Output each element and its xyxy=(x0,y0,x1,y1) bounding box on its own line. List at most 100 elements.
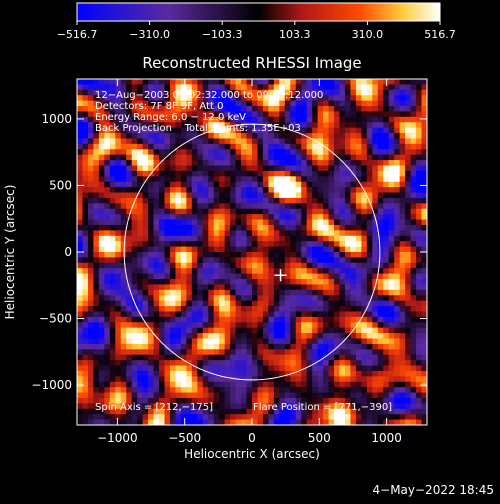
heatmap-cell xyxy=(388,181,395,188)
heatmap-cell xyxy=(306,203,313,210)
heatmap-cell xyxy=(421,246,427,253)
heatmap-cell xyxy=(394,311,401,318)
heatmap-cell xyxy=(186,192,193,199)
heatmap-cell xyxy=(153,214,160,220)
heatmap-cell xyxy=(175,419,182,425)
heatmap-cell xyxy=(202,230,209,237)
heatmap-cell xyxy=(230,381,236,388)
heatmap-cell xyxy=(405,316,411,323)
heatmap-cell xyxy=(120,262,127,269)
heatmap-cell xyxy=(109,306,116,312)
heatmap-cell xyxy=(317,106,324,112)
heatmap-cell xyxy=(115,408,122,415)
heatmap-cell xyxy=(262,392,269,399)
heatmap-cell xyxy=(104,106,111,112)
heatmap-cell xyxy=(355,127,362,134)
heatmap-cell xyxy=(142,170,149,177)
heatmap-cell xyxy=(257,311,264,318)
heatmap-cell xyxy=(388,268,395,275)
heatmap-cell xyxy=(186,176,193,183)
heatmap-cell xyxy=(410,84,417,91)
heatmap-cell xyxy=(213,311,220,318)
heatmap-cell xyxy=(82,170,89,177)
heatmap-cell xyxy=(180,354,187,361)
heatmap-cell xyxy=(372,343,379,350)
heatmap-cell xyxy=(405,241,411,247)
heatmap-cell xyxy=(323,133,329,139)
heatmap-cell xyxy=(399,333,406,339)
heatmap-cell xyxy=(131,192,138,199)
heatmap-cell xyxy=(142,79,149,85)
heatmap-cell xyxy=(344,311,351,318)
heatmap-cell xyxy=(383,414,390,420)
heatmap-cell xyxy=(421,170,427,177)
heatmap-cell xyxy=(317,333,324,339)
heatmap-cell xyxy=(295,214,302,220)
heatmap-cell xyxy=(262,224,269,231)
heatmap-cell xyxy=(235,192,242,199)
heatmap-cell xyxy=(295,122,302,129)
heatmap-cell xyxy=(159,306,165,312)
heatmap-cell xyxy=(312,154,319,161)
heatmap-cell xyxy=(175,241,182,247)
heatmap-cell xyxy=(273,165,280,172)
heatmap-cell xyxy=(334,224,340,231)
heatmap-cell xyxy=(224,403,231,410)
heatmap-cell xyxy=(202,419,209,425)
heatmap-cell xyxy=(405,95,411,102)
heatmap-cell xyxy=(164,387,171,393)
heatmap-cell xyxy=(169,343,176,350)
heatmap-cell xyxy=(405,397,411,404)
heatmap-cell xyxy=(334,354,340,361)
heatmap-cell xyxy=(235,268,242,275)
heatmap-cell xyxy=(208,349,215,356)
heatmap-cell xyxy=(257,197,264,204)
heatmap-cell xyxy=(361,165,368,172)
heatmap-cell xyxy=(323,154,329,161)
heatmap-cell xyxy=(410,279,417,285)
heatmap-cell xyxy=(186,381,193,388)
heatmap-cell xyxy=(109,354,116,361)
heatmap-cell xyxy=(153,89,160,96)
heatmap-cell xyxy=(339,300,346,307)
heatmap-cell xyxy=(394,295,401,302)
heatmap-cell xyxy=(246,203,253,210)
heatmap-cell xyxy=(137,300,144,307)
heatmap-cell xyxy=(197,360,204,366)
heatmap-cell xyxy=(175,214,182,220)
heatmap-cell xyxy=(191,241,198,247)
heatmap-cell xyxy=(372,106,379,112)
heatmap-cell xyxy=(213,273,220,280)
heatmap-cell xyxy=(361,257,368,264)
heatmap-cell xyxy=(230,160,236,166)
heatmap-cell xyxy=(153,230,160,237)
heatmap-cell xyxy=(230,327,236,334)
heatmap-cell xyxy=(290,403,297,410)
heatmap-cell xyxy=(317,381,324,388)
heatmap-cell xyxy=(257,392,264,399)
heatmap-cell xyxy=(372,397,379,404)
heatmap-cell xyxy=(219,246,226,253)
heatmap-cell xyxy=(279,316,286,323)
heatmap-cell xyxy=(339,127,346,134)
heatmap-cell xyxy=(153,100,160,107)
heatmap-cell xyxy=(197,252,204,258)
heatmap-cell xyxy=(87,419,94,425)
heatmap-cell xyxy=(405,224,411,231)
heatmap-cell xyxy=(388,160,395,166)
heatmap-cell xyxy=(323,143,329,150)
heatmap-cell xyxy=(109,208,116,215)
heatmap-cell xyxy=(77,327,83,334)
heatmap-cell xyxy=(77,252,83,258)
heatmap-cell xyxy=(142,149,149,156)
heatmap-cell xyxy=(344,230,351,237)
heatmap-cell xyxy=(82,311,89,318)
heatmap-cell xyxy=(421,138,427,145)
heatmap-cell xyxy=(405,214,411,220)
heatmap-cell xyxy=(262,149,269,156)
heatmap-cell xyxy=(180,414,187,420)
heatmap-cell xyxy=(317,246,324,253)
heatmap-cell xyxy=(126,181,133,188)
heatmap-cell xyxy=(361,176,368,183)
heatmap-cell xyxy=(394,230,401,237)
